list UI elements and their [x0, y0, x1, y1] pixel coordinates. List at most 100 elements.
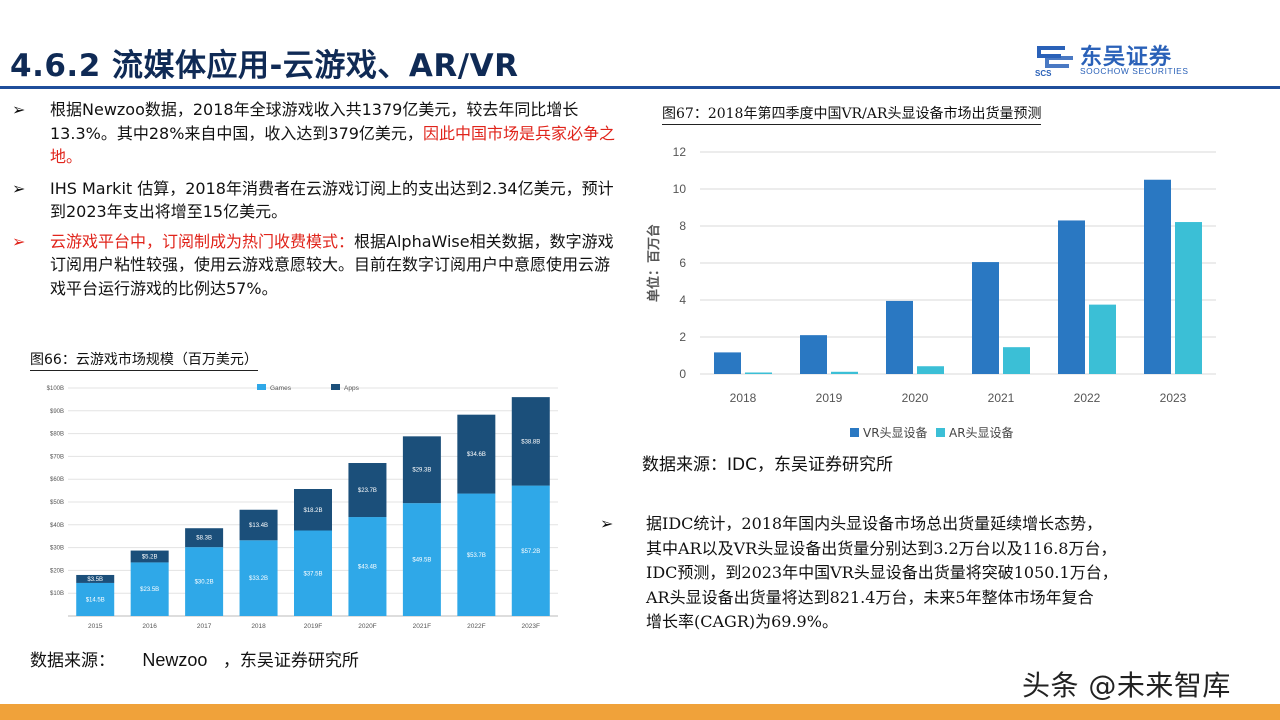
figure-66-caption: 图66：云游戏市场规模（百万美元）	[30, 349, 258, 371]
bar-games	[239, 540, 278, 616]
figure-67-caption: 图67：2018年第四季度中国VR/AR头显设备市场出货量预测	[662, 103, 1042, 125]
x-tick-label: 2021F	[413, 623, 431, 630]
y-tick-label: $20B	[50, 568, 64, 574]
x-tick-label: 2022F	[467, 623, 485, 630]
logo-name-cn: 东吴证券	[1080, 45, 1173, 70]
bar-vr	[800, 335, 827, 374]
data-label-games: $53.7B	[467, 553, 486, 559]
bar-ar	[917, 366, 944, 374]
bar-apps	[294, 489, 332, 531]
bar-vr	[714, 352, 741, 374]
title-divider	[0, 86, 1280, 89]
bar-games	[76, 582, 115, 616]
logo-mark-text: SCS	[1035, 69, 1052, 78]
left-bullet-list: ➢ 根据Newzoo数据，2018年全球游戏收入共1379亿美元，较去年同比增长1…	[12, 98, 622, 300]
y-tick-label: 4	[679, 293, 686, 307]
bar-ar	[1175, 222, 1202, 374]
x-tick-label: 2021	[988, 391, 1015, 405]
watermark: 头条 @未来智库	[1022, 669, 1231, 702]
logo-name-en: SOOCHOW SECURITIES	[1080, 66, 1189, 76]
y-tick-label: 0	[679, 367, 686, 381]
bar-apps	[76, 574, 115, 583]
idc-bullet-line: AR头显设备出货量将达到821.4万台，未来5年整体市场年复合	[646, 587, 1094, 607]
legend-swatch	[331, 384, 340, 390]
y-tick-label: 2	[679, 330, 686, 344]
bullet-text: 根据AlphaWise相关数据，数字游戏订阅用户粘性较强，使用云游戏意愿较大。目…	[50, 231, 614, 298]
x-tick-label: 2020	[902, 391, 929, 405]
y-tick-label: $80B	[50, 432, 64, 438]
x-tick-label: 2017	[197, 623, 212, 630]
data-label-apps: $13.4B	[249, 523, 268, 529]
bar-apps	[457, 414, 496, 494]
x-tick-label: 2018	[251, 623, 266, 630]
bullet-text: 根据Newzoo数据，2018年全球游戏收入共1379亿美元，较去年同比增长13…	[50, 100, 579, 143]
data-label-apps: $23.7B	[358, 488, 377, 494]
bullet-item: ➢ 根据Newzoo数据，2018年全球游戏收入共1379亿美元，较去年同比增长1…	[12, 98, 622, 169]
bar-apps	[185, 528, 224, 548]
y-tick-label: $90B	[50, 409, 64, 415]
bar-games	[130, 562, 169, 616]
bar-vr	[1144, 179, 1171, 374]
legend-label: AR头显设备	[949, 426, 1014, 440]
bar-games	[402, 503, 441, 616]
bar-games	[511, 485, 550, 616]
y-tick-label: $60B	[50, 477, 64, 483]
slide-title: 4.6.2 流媒体应用-云游戏、AR/VR	[10, 48, 519, 84]
x-tick-label: 2020F	[358, 623, 376, 630]
legend-swatch	[257, 384, 266, 390]
data-label-games: $30.2B	[195, 580, 214, 586]
y-tick-label: $50B	[50, 500, 64, 506]
bar-apps	[130, 550, 169, 563]
bullet-arrow-icon: ➢	[12, 100, 26, 119]
bullet-item: ➢ 云游戏平台中，订阅制成为热门收费模式：根据AlphaWise相关数据，数字游戏…	[12, 230, 622, 301]
data-label-apps: $3.5B	[87, 577, 103, 583]
y-tick-label: $70B	[50, 454, 64, 460]
y-tick-label: $40B	[50, 523, 64, 529]
bar-apps	[239, 509, 278, 541]
bullet-item: ➢ IHS Markit 估算，2018年消费者在云游戏订阅上的支出达到2.34亿…	[12, 177, 622, 224]
idc-bullet-line: IDC预测，到2023年中国VR头显设备出货量将突破1050.1万台，	[646, 563, 1118, 582]
data-label-games: $43.4B	[358, 565, 377, 571]
data-label-games: $14.5B	[86, 597, 105, 603]
data-label-apps: $34.6B	[467, 452, 486, 458]
data-label-games: $57.2B	[521, 549, 540, 555]
bullet-arrow-icon: ➢	[12, 231, 26, 251]
x-tick-label: 2023F	[522, 623, 540, 630]
y-tick-label: 8	[679, 219, 686, 233]
bullet-arrow-icon: ➢	[600, 514, 614, 533]
data-label-games: $49.5B	[412, 558, 431, 564]
x-tick-label: 2019	[816, 391, 843, 405]
highlight-text: 云游戏平台中，订阅制成为热门收费模式：	[50, 231, 355, 251]
y-axis-label: 单位：百万台	[646, 224, 662, 302]
bar-vr	[972, 262, 999, 374]
bar-games	[185, 547, 224, 616]
x-tick-label: 2016	[142, 623, 157, 630]
data-label-apps: $18.2B	[303, 508, 322, 514]
company-logo: SCS 东吴证券 SOOCHOW SECURITIES	[1033, 42, 1223, 78]
bar-games	[294, 530, 332, 616]
data-label-apps: $5.2B	[142, 554, 158, 560]
bar-ar	[1003, 347, 1030, 374]
figure-66-source: 数据来源： Newzoo ，东吴证券研究所	[30, 646, 359, 671]
x-tick-label: 2015	[88, 623, 103, 630]
idc-bullet-line: 据IDC统计，2018年国内头显设备市场总出货量延续增长态势，	[646, 514, 1103, 533]
x-tick-label: 2018	[730, 391, 757, 405]
data-label-apps: $29.3B	[412, 468, 431, 474]
bar-ar	[1089, 304, 1116, 374]
data-label-games: $33.2B	[249, 576, 268, 582]
data-label-games: $23.5B	[140, 587, 159, 593]
y-tick-label: 10	[673, 182, 687, 196]
bar-ar	[831, 371, 858, 374]
bar-vr	[1058, 220, 1085, 374]
data-label-apps: $38.8B	[521, 439, 540, 445]
bullet-arrow-icon: ➢	[12, 178, 26, 198]
legend-swatch	[850, 428, 859, 437]
data-label-games: $37.5B	[303, 571, 322, 577]
x-tick-label: 2019F	[304, 623, 322, 630]
legend-swatch	[936, 428, 945, 437]
right-bullet: ➢ 据IDC统计，2018年国内头显设备市场总出货量延续增长态势， 其中AR以及…	[600, 512, 1240, 635]
source-rest: ，东吴证券研究所	[222, 651, 359, 671]
source-label: 数据来源：	[30, 651, 115, 671]
bar-apps	[348, 463, 387, 518]
legend-label: VR头显设备	[863, 426, 928, 440]
